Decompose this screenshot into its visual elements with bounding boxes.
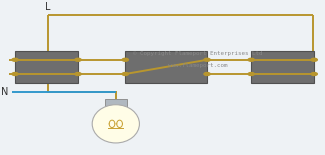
Text: © Copyright Flameport Enterprises Ltd: © Copyright Flameport Enterprises Ltd — [133, 51, 262, 56]
FancyBboxPatch shape — [105, 99, 127, 110]
Circle shape — [248, 73, 254, 75]
Circle shape — [248, 58, 254, 61]
FancyBboxPatch shape — [125, 51, 207, 83]
Circle shape — [75, 73, 81, 75]
Circle shape — [75, 58, 81, 61]
Text: N: N — [1, 87, 9, 97]
Circle shape — [12, 73, 18, 75]
Circle shape — [311, 73, 317, 75]
Circle shape — [204, 58, 210, 61]
FancyBboxPatch shape — [251, 51, 314, 83]
Ellipse shape — [92, 105, 139, 143]
FancyBboxPatch shape — [15, 51, 78, 83]
Circle shape — [122, 58, 128, 61]
Circle shape — [204, 73, 210, 75]
Circle shape — [311, 58, 317, 61]
Circle shape — [122, 73, 128, 75]
Text: L: L — [45, 2, 51, 13]
Circle shape — [12, 58, 18, 61]
Text: www.flameport.com: www.flameport.com — [168, 63, 228, 68]
